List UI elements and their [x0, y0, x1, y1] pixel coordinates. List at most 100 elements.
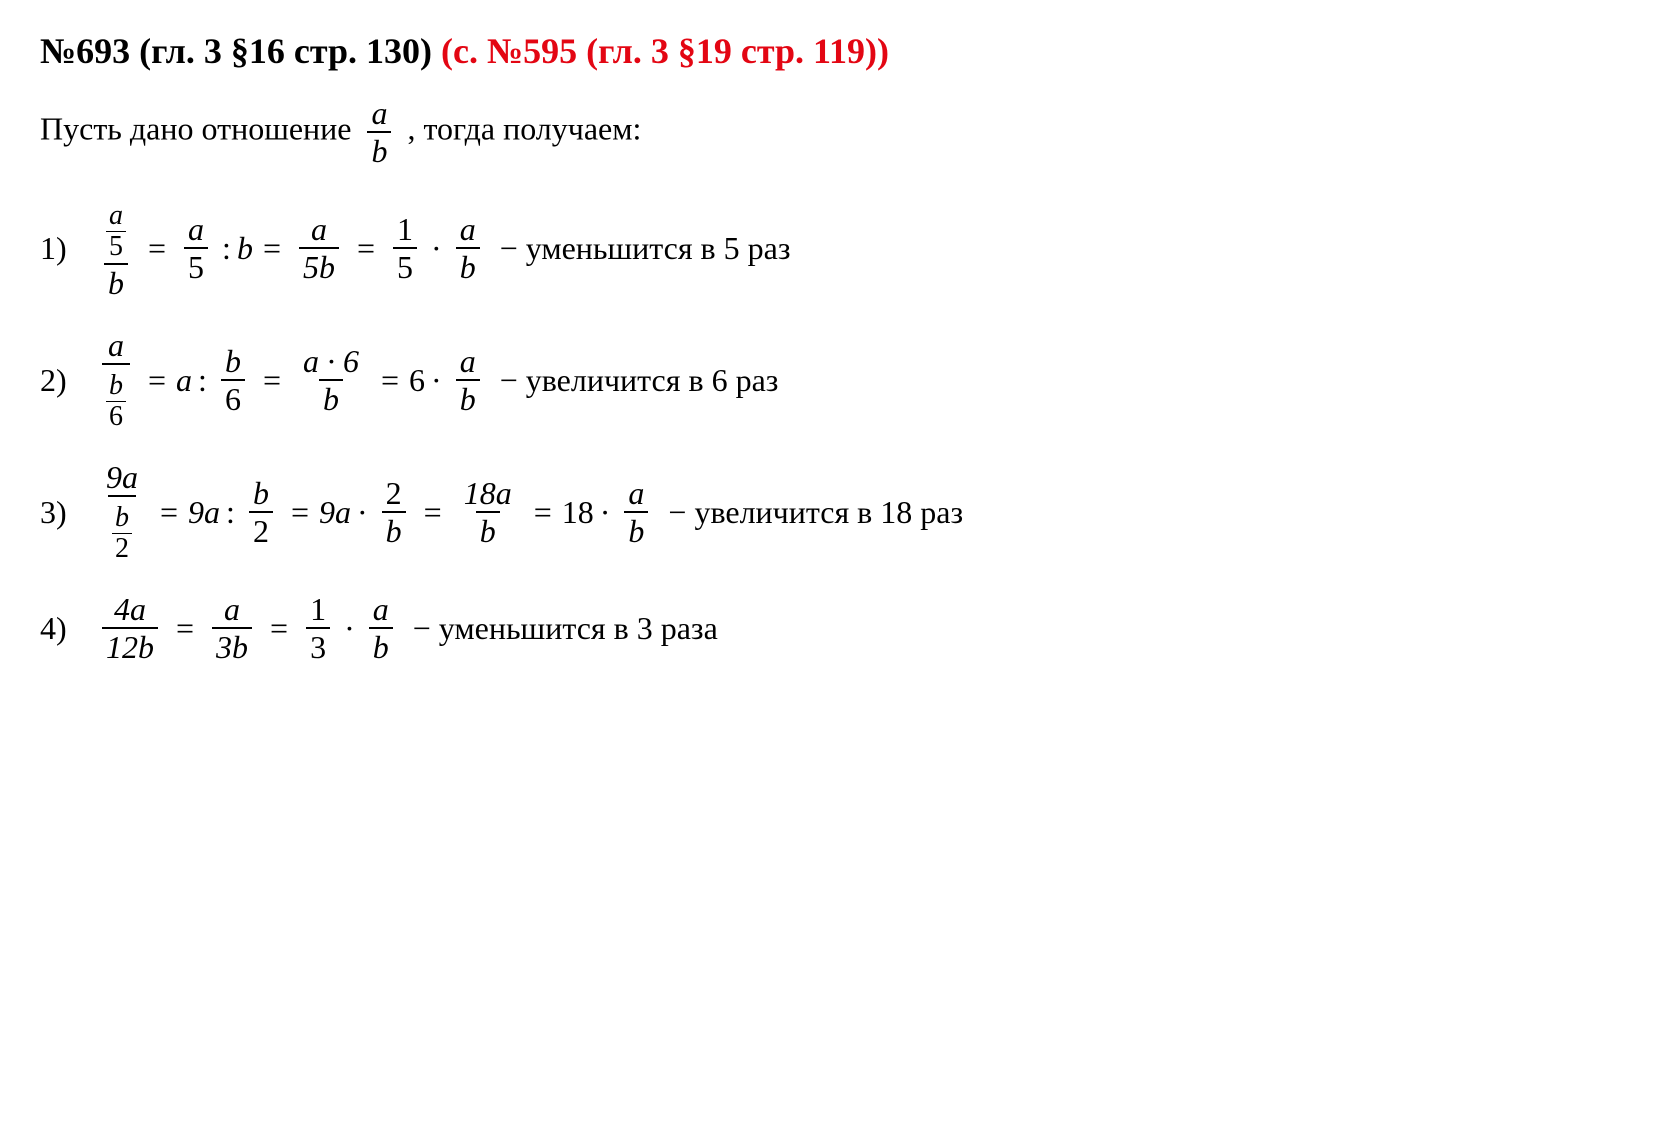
frac-top: a: [456, 345, 480, 379]
item-3: 3) 9a b 2 = 9a : b 2 = 9a ·: [40, 461, 1636, 563]
intro-text: Пусть дано отношение a b , тогда получае…: [40, 97, 1636, 167]
item-1-expression: a 5 b = a 5 : b = a 5b = 1 5: [94, 197, 791, 299]
frac-bot: 2: [249, 511, 273, 547]
frac-bot: b: [476, 511, 500, 547]
equals: =: [270, 610, 288, 647]
item-number: 4): [40, 610, 80, 647]
intro-frac-bot: b: [367, 131, 391, 167]
frac-bot: 5b: [299, 247, 339, 283]
item-4: 4) 4a 12b = a 3b = 1 3 · a b − уменьшитс…: [40, 593, 1636, 663]
frac-bot: 5: [393, 247, 417, 283]
frac-bot: b: [104, 263, 128, 299]
term: 9a: [188, 494, 220, 531]
item-result-text: − уменьшится в 5 раз: [500, 230, 791, 267]
intro-suffix: , тогда получаем:: [407, 110, 641, 146]
frac-top: a: [184, 213, 208, 247]
frac-top: a: [104, 329, 128, 363]
frac-bot: b: [624, 511, 648, 547]
nested-frac: b 2: [112, 504, 132, 563]
frac-bot: b: [319, 379, 343, 415]
term: a: [176, 362, 192, 399]
equals: =: [148, 362, 166, 399]
heading-red-part: (с. №595 (гл. 3 §19 стр. 119)): [441, 31, 889, 71]
frac: a 3b: [212, 593, 252, 663]
frac: 1 3: [306, 593, 330, 663]
frac-bot: b: [382, 511, 406, 547]
colon-op: :: [198, 362, 207, 399]
frac-bot: 12b: [102, 627, 158, 663]
frac-bot: b: [456, 247, 480, 283]
dot-op: ·: [431, 230, 442, 267]
frac: 2 b: [382, 477, 406, 547]
frac-top: a: [369, 593, 393, 627]
frac-bot: 3b: [212, 627, 252, 663]
term: b: [237, 230, 253, 267]
frac: a b: [456, 345, 480, 415]
intro-frac-top: a: [367, 97, 391, 131]
frac-top: 18a: [460, 477, 516, 511]
frac-top: a 5: [102, 197, 130, 263]
item-4-expression: 4a 12b = a 3b = 1 3 · a b − уменьшится в…: [94, 593, 718, 663]
frac: 9a b 2: [102, 461, 142, 563]
frac: 4a 12b: [102, 593, 158, 663]
frac-top: a: [220, 593, 244, 627]
heading-black-part: №693 (гл. 3 §16 стр. 130): [40, 31, 432, 71]
item-3-expression: 9a b 2 = 9a : b 2 = 9a · 2 b: [94, 461, 963, 563]
frac: a 5: [184, 213, 208, 283]
frac-bot: 5: [184, 247, 208, 283]
frac-bot: 6: [221, 379, 245, 415]
frac-top: a: [624, 477, 648, 511]
nested-bot: 6: [106, 401, 126, 431]
frac-bot: b 2: [108, 495, 136, 563]
problem-heading: №693 (гл. 3 §16 стр. 130) (с. №595 (гл. …: [40, 30, 1636, 72]
frac: a b 6: [102, 329, 130, 431]
frac-bot: b: [369, 627, 393, 663]
item-number: 2): [40, 362, 80, 399]
nested-bot: 5: [106, 231, 126, 261]
item-result-text: − уменьшится в 3 раза: [413, 610, 718, 647]
term: 9a: [319, 494, 351, 531]
item-2-expression: a b 6 = a : b 6 = a · 6 b = 6: [94, 329, 778, 431]
item-result-text: − увеличится в 18 раз: [668, 494, 963, 531]
frac-top: 9a: [102, 461, 142, 495]
nested-top: b: [106, 372, 126, 401]
nested-top: a: [106, 202, 126, 231]
colon-op: :: [226, 494, 235, 531]
frac: 18a b: [460, 477, 516, 547]
dot-op: ·: [431, 362, 442, 399]
item-1: 1) a 5 b = a 5 : b = a 5b: [40, 197, 1636, 299]
equals: =: [357, 230, 375, 267]
frac-top: b: [221, 345, 245, 379]
nested-frac: a 5: [106, 202, 126, 261]
equals: =: [263, 362, 281, 399]
frac-top: b: [249, 477, 273, 511]
equals: =: [176, 610, 194, 647]
frac: a · 6 b: [299, 345, 363, 415]
nested-top: b: [112, 504, 132, 533]
frac-top: 1: [306, 593, 330, 627]
frac: 1 5: [393, 213, 417, 283]
frac-bot: b: [456, 379, 480, 415]
frac-bot: b 6: [102, 363, 130, 431]
equals: =: [263, 230, 281, 267]
equals: =: [148, 230, 166, 267]
frac: a b: [456, 213, 480, 283]
item-result-text: − увеличится в 6 раз: [500, 362, 779, 399]
frac: a 5 b: [102, 197, 130, 299]
item-number: 1): [40, 230, 80, 267]
item-2: 2) a b 6 = a : b 6 = a · 6 b: [40, 329, 1636, 431]
colon-op: :: [222, 230, 231, 267]
dot-op: ·: [357, 494, 368, 531]
nested-bot: 2: [112, 533, 132, 563]
frac-top: 4a: [110, 593, 150, 627]
coef: 18: [562, 494, 594, 531]
equals: =: [160, 494, 178, 531]
frac: a b: [369, 593, 393, 663]
intro-fraction: a b: [367, 97, 391, 167]
frac-top: 1: [393, 213, 417, 247]
frac-top: a: [307, 213, 331, 247]
frac: a b: [624, 477, 648, 547]
frac: a 5b: [299, 213, 339, 283]
nested-frac: b 6: [106, 372, 126, 431]
equals: =: [291, 494, 309, 531]
